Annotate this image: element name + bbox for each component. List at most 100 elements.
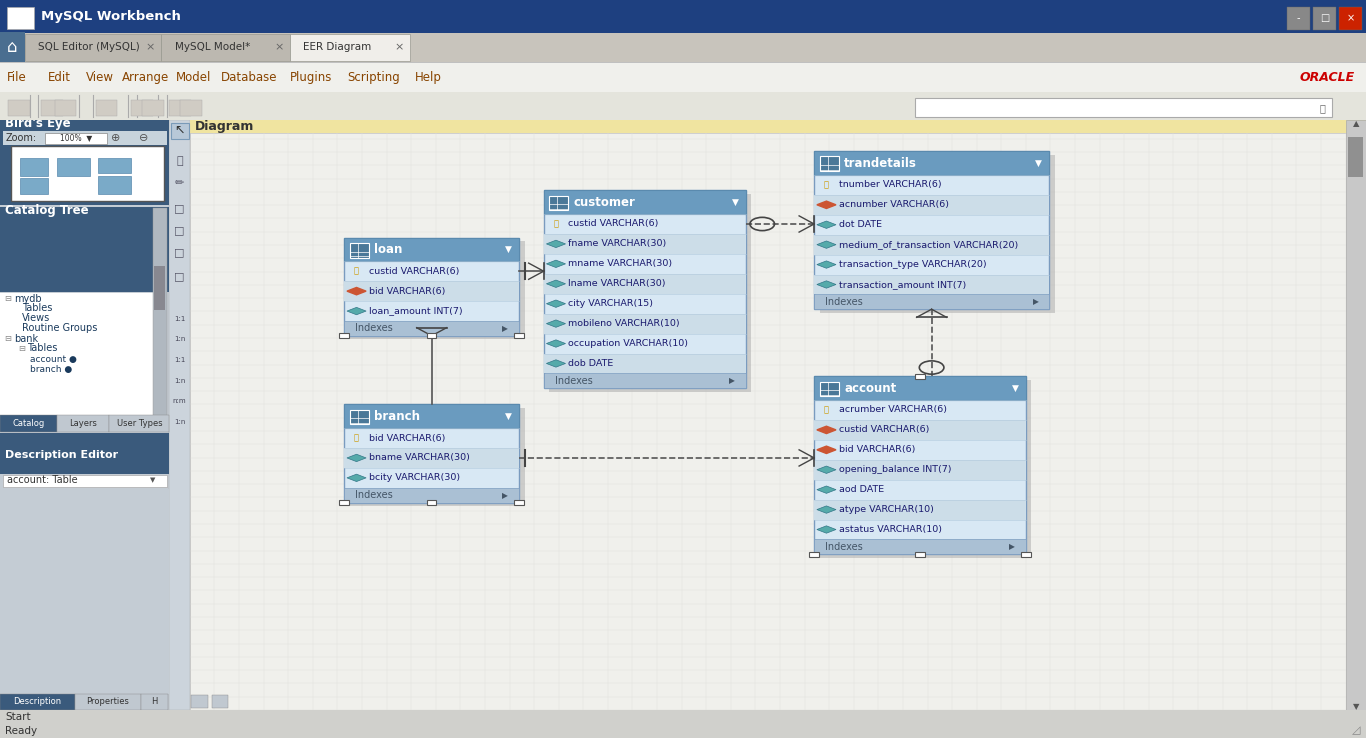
Text: ⊟: ⊟ [4,294,11,303]
Text: 🔍: 🔍 [1320,103,1325,113]
Text: loan_amount INT(7): loan_amount INT(7) [369,306,463,316]
Polygon shape [817,466,836,474]
FancyBboxPatch shape [549,196,568,210]
Text: loan: loan [374,243,403,256]
Polygon shape [817,526,836,534]
Polygon shape [817,221,836,229]
Text: ▼: ▼ [731,198,739,207]
Text: Catalog: Catalog [12,419,45,428]
FancyBboxPatch shape [98,176,131,194]
Text: ▶: ▶ [1033,297,1038,306]
FancyBboxPatch shape [20,158,48,176]
FancyBboxPatch shape [75,694,141,710]
Text: account ●: account ● [30,355,76,364]
Polygon shape [817,261,836,269]
Text: customer: customer [574,196,635,209]
Polygon shape [817,506,836,514]
Text: Plugins: Plugins [290,71,332,84]
Text: Layers: Layers [70,419,97,428]
Text: dob DATE: dob DATE [568,359,613,368]
Text: 1:1: 1:1 [173,316,186,322]
Polygon shape [817,486,836,494]
Polygon shape [546,261,566,268]
Text: ▲: ▲ [1352,120,1359,128]
Text: 1:n: 1:n [173,419,186,425]
Text: Description Editor: Description Editor [5,449,119,460]
FancyBboxPatch shape [544,354,746,373]
FancyBboxPatch shape [3,131,167,145]
FancyBboxPatch shape [191,695,208,708]
FancyBboxPatch shape [549,194,751,392]
Text: branch ●: branch ● [30,365,72,373]
FancyBboxPatch shape [0,710,1366,738]
FancyBboxPatch shape [161,34,290,61]
FancyBboxPatch shape [180,100,202,116]
Text: ◿: ◿ [1352,725,1361,736]
FancyBboxPatch shape [96,100,117,116]
Text: 🔑: 🔑 [553,219,559,229]
Text: Indexes: Indexes [355,323,393,334]
Text: trandetails: trandetails [844,156,917,170]
FancyBboxPatch shape [820,155,1055,313]
FancyBboxPatch shape [0,63,1366,92]
Text: Tables: Tables [22,303,52,314]
FancyBboxPatch shape [0,0,1366,33]
Text: atype VARCHAR(10): atype VARCHAR(10) [839,505,933,514]
FancyBboxPatch shape [814,294,1049,309]
FancyBboxPatch shape [344,404,519,503]
Text: 🔑: 🔑 [824,180,829,190]
Polygon shape [546,340,566,348]
Text: transaction_type VARCHAR(20): transaction_type VARCHAR(20) [839,260,986,269]
FancyBboxPatch shape [544,190,746,214]
FancyBboxPatch shape [142,100,164,116]
Text: ✋: ✋ [176,156,183,166]
FancyBboxPatch shape [55,100,76,116]
Text: Help: Help [415,71,443,84]
FancyBboxPatch shape [141,694,168,710]
Text: -: - [1296,13,1300,24]
FancyBboxPatch shape [350,241,525,339]
FancyBboxPatch shape [0,207,169,292]
Text: MySQL Workbench: MySQL Workbench [41,10,180,24]
Text: bid VARCHAR(6): bid VARCHAR(6) [369,433,445,443]
Text: 🔑: 🔑 [354,433,359,443]
FancyBboxPatch shape [1313,7,1336,30]
Text: EER Diagram: EER Diagram [303,42,372,52]
FancyBboxPatch shape [7,7,34,29]
FancyBboxPatch shape [0,92,1366,120]
Text: tnumber VARCHAR(6): tnumber VARCHAR(6) [839,180,941,190]
FancyBboxPatch shape [1346,120,1366,710]
Text: Bird's Eye: Bird's Eye [5,117,71,131]
Text: MySQL Model*: MySQL Model* [175,42,250,52]
FancyBboxPatch shape [154,266,165,310]
Text: Zoom:: Zoom: [5,133,37,143]
Text: ×: × [146,42,154,52]
Text: mname VARCHAR(30): mname VARCHAR(30) [568,259,672,269]
Text: ▶: ▶ [503,324,508,333]
FancyBboxPatch shape [820,380,1031,558]
Text: □: □ [175,203,184,213]
Text: □: □ [1320,13,1329,24]
Text: ×: × [1347,13,1354,24]
FancyBboxPatch shape [0,120,169,205]
Text: Ready: Ready [5,725,38,736]
FancyBboxPatch shape [814,235,1049,255]
FancyBboxPatch shape [814,376,1026,400]
FancyBboxPatch shape [339,500,350,506]
Polygon shape [817,446,836,453]
Text: □: □ [175,272,184,282]
FancyBboxPatch shape [25,34,161,61]
FancyBboxPatch shape [20,178,48,194]
FancyBboxPatch shape [1020,552,1030,557]
FancyBboxPatch shape [915,374,925,379]
FancyBboxPatch shape [153,208,167,428]
Text: n:m: n:m [173,399,186,404]
Text: ▶: ▶ [503,491,508,500]
Text: Catalog Tree: Catalog Tree [5,204,89,217]
FancyBboxPatch shape [544,190,746,388]
Polygon shape [347,455,366,462]
FancyBboxPatch shape [820,382,839,396]
Text: ⌂: ⌂ [7,38,18,56]
Text: Routine Groups: Routine Groups [22,323,97,333]
FancyBboxPatch shape [11,146,164,201]
